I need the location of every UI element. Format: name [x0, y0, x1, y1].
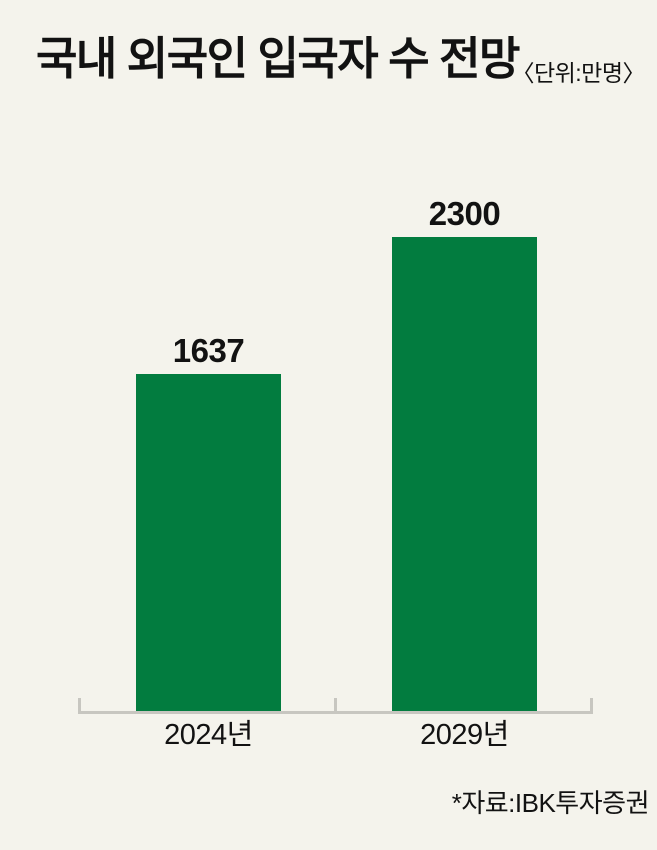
- bar-2024: [136, 374, 281, 713]
- bar-group-2029: 2300: [392, 197, 537, 713]
- x-axis-label-2024: 2024년: [164, 719, 253, 751]
- unit-label: 〈단위:만명〉: [511, 60, 645, 86]
- bar-value-label-2029: 2300: [428, 195, 501, 232]
- x-axis-line: [78, 711, 593, 714]
- bar-value-label-2024: 1637: [172, 332, 245, 369]
- bar-2029: [392, 237, 537, 713]
- x-axis-tick-left: [78, 698, 81, 712]
- source-label: *자료:IBK투자증권: [451, 788, 650, 818]
- x-axis-tick-right: [590, 698, 593, 712]
- bar-group-2024: 1637: [136, 334, 281, 713]
- x-axis-tick-middle: [334, 698, 337, 712]
- chart-title: 국내 외국인 입국자 수 전망: [36, 33, 520, 84]
- x-axis-label-2029: 2029년: [420, 719, 509, 751]
